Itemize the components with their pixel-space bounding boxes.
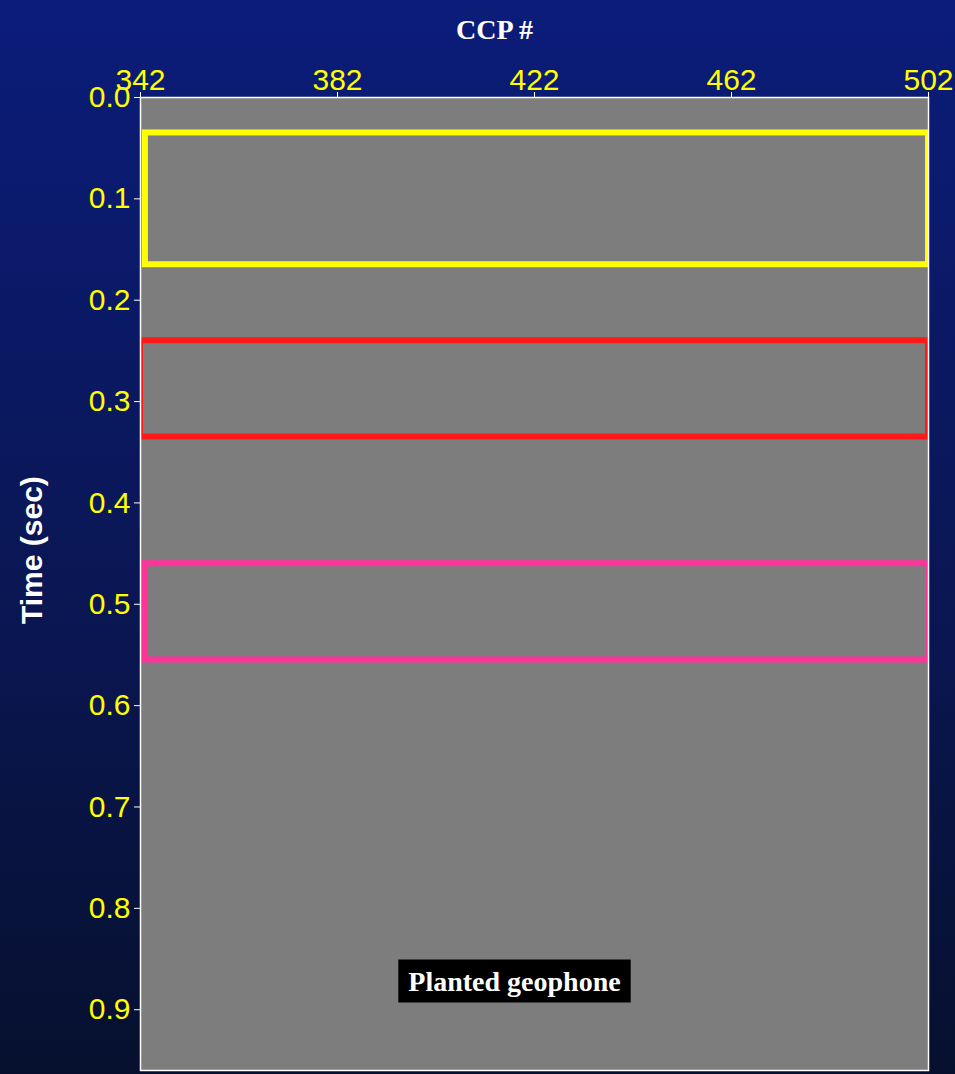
svg-text:Planted geophone: Planted geophone — [408, 966, 620, 997]
svg-text:0.4: 0.4 — [89, 486, 131, 519]
svg-text:Time (sec): Time (sec) — [15, 476, 48, 624]
svg-text:CCP #: CCP # — [456, 14, 533, 45]
svg-text:0.7: 0.7 — [89, 790, 131, 823]
svg-text:0.2: 0.2 — [89, 283, 131, 316]
svg-text:502: 502 — [903, 63, 953, 96]
svg-text:0.1: 0.1 — [89, 181, 131, 214]
svg-text:342: 342 — [115, 62, 166, 96]
svg-text:462: 462 — [706, 63, 756, 96]
svg-text:0.6: 0.6 — [89, 688, 131, 721]
svg-text:422: 422 — [509, 63, 559, 96]
svg-text:0.5: 0.5 — [89, 587, 131, 620]
svg-text:0.3: 0.3 — [89, 384, 131, 417]
svg-text:0.0: 0.0 — [89, 80, 131, 113]
svg-text:0.8: 0.8 — [89, 891, 131, 924]
svg-text:382: 382 — [312, 63, 362, 96]
svg-text:0.9: 0.9 — [89, 992, 131, 1025]
